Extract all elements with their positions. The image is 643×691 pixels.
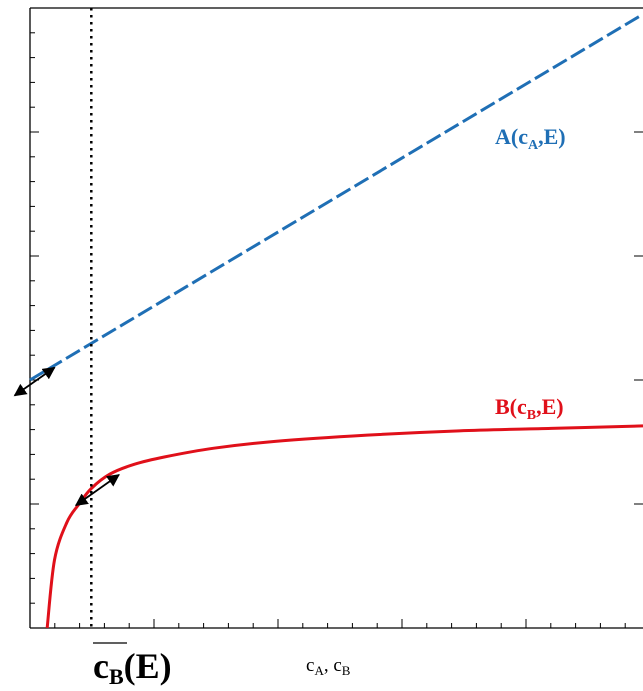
x-label-sep: , [324, 655, 334, 676]
x-label-sub-b: B [342, 663, 351, 678]
series-a-label-suffix: ,E) [538, 124, 566, 149]
marker-label-text: cB(E) [93, 646, 172, 689]
bottom-ticks [29, 619, 626, 628]
x-label-c-b: c [333, 655, 341, 676]
plot-frame [29, 7, 643, 629]
series-label-a: A(cA,E) [495, 124, 566, 153]
right-ticks [634, 7, 643, 629]
x-axis-label: cA, cB [306, 655, 351, 678]
series-a-label-sub: A [528, 138, 539, 153]
double-arrow-b [74, 474, 120, 506]
marker-label-tail: (E) [124, 646, 172, 686]
x-label-sub-a: A [314, 663, 324, 678]
series-a-label-text: A(cA,E) [495, 124, 566, 153]
left-ticks [30, 7, 39, 629]
series-b-label-text: B(cB,E) [495, 394, 564, 423]
series-a-label-prefix: A(c [495, 124, 528, 149]
series-b-line [45, 424, 643, 629]
series-label-b: B(cB,E) [495, 394, 564, 423]
series-a-line [29, 12, 643, 382]
marker-label-main: c [93, 646, 109, 686]
series-b-label-suffix: ,E) [536, 394, 564, 419]
series-layer [29, 12, 643, 629]
annotation-layer [13, 366, 120, 506]
double-arrow-a [13, 366, 56, 397]
x-axis-label-text: cA, cB [306, 655, 351, 678]
series-b-label-sub: B [527, 408, 536, 423]
x-label-c-a: c [306, 655, 314, 676]
marker-label-sub: B [109, 664, 124, 689]
marker-label: cB(E) [93, 642, 172, 689]
series-b-label-prefix: B(c [495, 394, 527, 419]
